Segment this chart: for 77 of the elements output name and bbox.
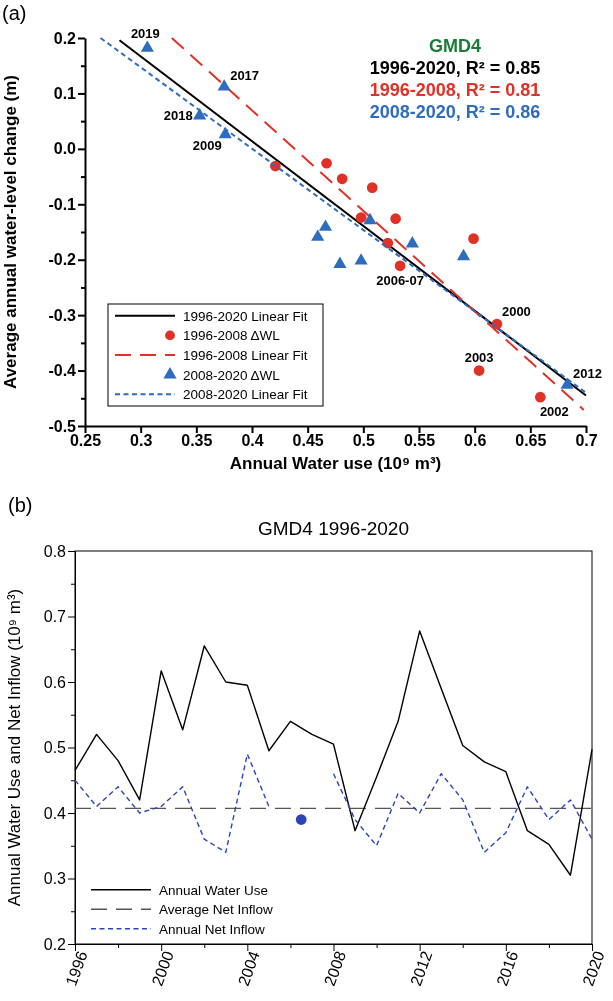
y-tick-label: -0.3 [48, 306, 77, 324]
annotation: 2017 [230, 67, 260, 83]
y-tick-label: 0.7 [43, 608, 67, 626]
y-tick-label: 0.3 [43, 870, 67, 888]
legend-label: 1996-2020 Linear Fit [183, 308, 308, 324]
point [560, 377, 574, 389]
y-tick-label: -0.1 [48, 195, 77, 213]
annotation: 2009 [192, 138, 222, 154]
annotation: 2018 [163, 107, 193, 123]
point [394, 260, 406, 272]
legend-label: 1996-2008 Linear Fit [183, 348, 308, 363]
x-tick-label: 2016 [493, 948, 522, 989]
annotation: 2000 [501, 304, 531, 320]
x-tick-label: 0.35 [181, 432, 213, 450]
annotation: 2019 [130, 25, 160, 41]
y-tick-label: -0.4 [48, 362, 77, 380]
annotation: 1996-2008, R² = 0.81 [369, 80, 541, 100]
text: (b) [8, 494, 33, 516]
text: (a) [2, 2, 27, 24]
legend-label: 2008-2020 Linear Fit [183, 387, 308, 403]
y-tick-label: 0.2 [53, 29, 77, 47]
y-tick-label: 0.6 [43, 673, 67, 691]
x-tick-label: 2004 [234, 948, 263, 989]
y-tick-label: 0.2 [43, 935, 67, 953]
point [390, 213, 401, 225]
y-tick-label: -0.5 [48, 417, 77, 435]
point [456, 248, 471, 261]
x-tick-label: 2020 [579, 948, 608, 989]
x-tick-label: 0.55 [403, 432, 436, 450]
point [354, 253, 368, 265]
annotation: 1996-2020, R² = 0.85 [369, 58, 541, 78]
x-tick-label: 2012 [407, 948, 436, 989]
x-tick-label: 0.45 [292, 432, 324, 450]
legend-label: Annual Net Inflow [159, 921, 266, 937]
x-tick-label: 0.65 [515, 432, 547, 450]
y-tick-label: 0.5 [43, 739, 67, 757]
legend-label: Average Net Inflow [159, 902, 274, 918]
x-tick-label: 0.5 [352, 432, 376, 450]
x-tick-label: 0.7 [575, 432, 598, 450]
y-axis-title: Annual Water Use and Net Inflow (10⁹ m³) [5, 588, 24, 907]
point [217, 79, 231, 91]
point [318, 219, 333, 231]
y-tick-label: -0.2 [48, 251, 77, 269]
point [363, 212, 377, 225]
annotation: GMD4 [428, 36, 482, 56]
point [535, 391, 546, 403]
annotation: 2002 [539, 404, 569, 420]
point [468, 233, 479, 244]
point [333, 256, 347, 268]
y-tick-label: 0.1 [53, 85, 77, 103]
annotation: 2006-07 [376, 272, 424, 288]
legend-label: 1996-2008 ΔWL [183, 328, 281, 344]
x-tick-label: 2000 [148, 948, 177, 989]
legend-label: 2008-2020 ΔWL [183, 367, 281, 383]
x-tick-label: 0.4 [241, 432, 264, 450]
x-axis-title: Annual Water use (10⁹ m³) [229, 454, 442, 473]
x-tick-label: 0.25 [69, 432, 102, 450]
point [405, 236, 419, 248]
point [311, 229, 325, 241]
x-tick-label: 0.3 [130, 432, 153, 450]
point [355, 212, 367, 223]
y-tick-label: 0.8 [43, 542, 67, 560]
y-tick-label: 0.4 [43, 804, 67, 822]
point [336, 173, 348, 185]
y-axis-title: Average annual water-level change (m) [1, 75, 20, 389]
point [321, 157, 332, 169]
x-tick-label: 0.6 [464, 432, 487, 450]
annotation: 2008-2020, R² = 0.86 [369, 102, 541, 122]
point [140, 40, 154, 52]
annotation: 2003 [464, 349, 494, 365]
point [473, 365, 485, 376]
chart-title: GMD4 1996-2020 [257, 518, 410, 539]
x-tick-label: 2008 [320, 948, 350, 989]
legend-label: Annual Water Use [159, 882, 269, 898]
annotation: 2012 [573, 365, 602, 381]
point [366, 182, 378, 193]
y-tick-label: 0.0 [53, 140, 77, 158]
